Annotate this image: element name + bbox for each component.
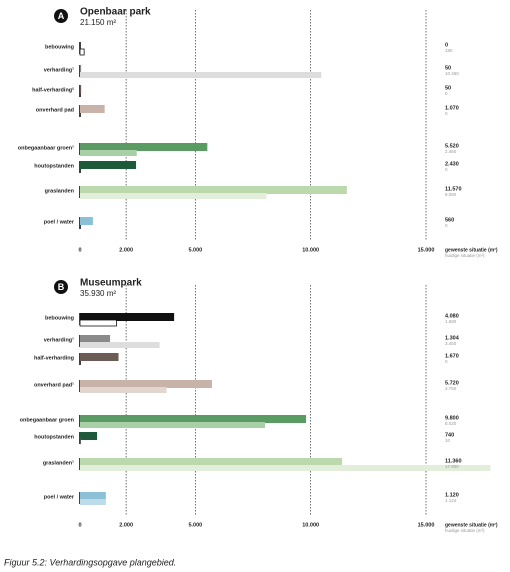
value-label: 8.020 bbox=[445, 421, 457, 426]
value-label: 740 bbox=[445, 432, 454, 438]
bar bbox=[80, 342, 160, 348]
category-label: onverhard pad bbox=[36, 107, 74, 113]
category-label: onverhard pad¹ bbox=[34, 381, 74, 388]
bar bbox=[80, 499, 106, 505]
bar bbox=[80, 85, 82, 93]
value-label: 1.070 bbox=[445, 105, 459, 111]
category-label: graslanden¹ bbox=[43, 459, 74, 466]
panel-title: Museumpark bbox=[80, 278, 142, 289]
panel-label: B bbox=[58, 282, 65, 292]
value-label: 11.570 bbox=[445, 186, 462, 192]
bar bbox=[79, 319, 117, 327]
x-tick-label: 0 bbox=[78, 522, 81, 528]
bar bbox=[80, 193, 267, 199]
panel-title: Openbaar park bbox=[80, 7, 151, 18]
category-label: verharding¹ bbox=[44, 66, 74, 73]
value-label: 560 bbox=[445, 217, 454, 223]
value-label: 5.520 bbox=[445, 143, 459, 149]
category-label: houtopstanden bbox=[34, 434, 74, 440]
bar bbox=[80, 415, 307, 423]
value-label: 0 bbox=[445, 167, 448, 172]
bar bbox=[80, 458, 343, 466]
x-tick-label: 10.000 bbox=[302, 522, 319, 528]
x-tick-label: 5.000 bbox=[188, 522, 202, 528]
legend-label: huidige situatie (m²) bbox=[445, 253, 485, 258]
bar bbox=[80, 422, 265, 428]
category-label: graslanden bbox=[45, 188, 75, 194]
value-label: 3.450 bbox=[445, 341, 457, 346]
value-label: 0 bbox=[445, 111, 448, 116]
bar bbox=[80, 313, 175, 321]
bar bbox=[80, 72, 322, 78]
category-label: onbegaanbaar groen¹ bbox=[18, 144, 74, 151]
panel-badge bbox=[54, 9, 68, 23]
category-label: half-verharding bbox=[34, 355, 74, 361]
category-label: onbegaanbaar groen bbox=[20, 417, 75, 423]
value-label: 11.360 bbox=[445, 458, 462, 464]
x-tick-label: 15.000 bbox=[418, 247, 435, 253]
legend-label: gewenste situatie (m²) bbox=[445, 247, 498, 253]
value-label: 0 bbox=[445, 42, 448, 48]
bar bbox=[80, 465, 491, 471]
category-label: bebouwing bbox=[45, 44, 74, 50]
x-tick-label: 2.000 bbox=[119, 522, 133, 528]
legend-label: huidige situatie (m²) bbox=[445, 528, 485, 533]
bar bbox=[80, 143, 208, 151]
value-label: 10 bbox=[445, 438, 451, 443]
value-label: 180 bbox=[445, 48, 453, 53]
bar bbox=[80, 150, 137, 156]
bar bbox=[80, 353, 119, 361]
value-label: 9.800 bbox=[445, 415, 459, 421]
panel-subtitle: 35.930 m² bbox=[80, 289, 116, 298]
category-label: half-verharding² bbox=[32, 86, 74, 93]
x-tick-label: 2.000 bbox=[119, 247, 133, 253]
legend-label: gewenste situatie (m²) bbox=[445, 522, 498, 528]
panel-subtitle: 21.150 m² bbox=[80, 18, 116, 27]
category-label: bebouwing bbox=[45, 315, 74, 321]
category-label: houtopstanden bbox=[34, 163, 74, 169]
value-label: 2.430 bbox=[445, 161, 459, 167]
bar bbox=[80, 492, 106, 500]
value-label: 4.080 bbox=[445, 313, 459, 319]
bar bbox=[80, 217, 93, 225]
category-label: verharding¹ bbox=[44, 336, 74, 343]
value-label: 0 bbox=[445, 91, 448, 96]
category-label: poel / water bbox=[44, 494, 75, 500]
bar bbox=[80, 335, 111, 343]
bar bbox=[80, 161, 137, 169]
value-label: 3.750 bbox=[445, 386, 457, 391]
x-tick-label: 10.000 bbox=[302, 247, 319, 253]
value-label: 50 bbox=[445, 85, 451, 91]
value-label: 17.800 bbox=[445, 464, 459, 469]
panel-badge bbox=[54, 280, 68, 294]
x-tick-label: 15.000 bbox=[418, 522, 435, 528]
value-label: 2.460 bbox=[445, 149, 457, 154]
bar bbox=[80, 380, 212, 388]
caption: Figuur 5.2: Verhardingsopgave plangebied… bbox=[4, 557, 176, 567]
value-label: 1.670 bbox=[445, 353, 459, 359]
value-label: 50 bbox=[445, 65, 451, 71]
category-label: poel / water bbox=[44, 219, 75, 225]
bar bbox=[80, 432, 98, 440]
bar bbox=[80, 387, 167, 393]
value-label: 1.124 bbox=[445, 498, 457, 503]
value-label: 5.720 bbox=[445, 380, 459, 386]
bar bbox=[80, 186, 347, 194]
value-label: 10.460 bbox=[445, 71, 459, 76]
value-label: 1.304 bbox=[445, 335, 460, 341]
x-tick-label: 5.000 bbox=[188, 247, 202, 253]
bar bbox=[80, 105, 105, 113]
value-label: 0 bbox=[445, 359, 448, 364]
x-tick-label: 0 bbox=[78, 247, 81, 253]
bar bbox=[80, 65, 82, 73]
value-label: 1.120 bbox=[445, 492, 459, 498]
value-label: 1.580 bbox=[445, 319, 457, 324]
panel-label: A bbox=[58, 11, 65, 21]
value-label: 0 bbox=[445, 223, 448, 228]
value-label: 8.080 bbox=[445, 192, 457, 197]
bar bbox=[79, 48, 85, 56]
